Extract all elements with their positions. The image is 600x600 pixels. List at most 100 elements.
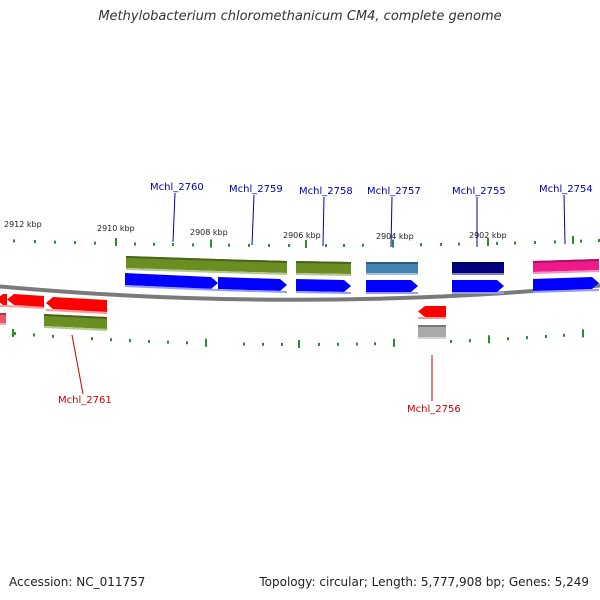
minor-tick	[318, 342, 320, 346]
gene-mchl-2756	[418, 306, 446, 317]
feature-mchl-2761-edge	[44, 314, 107, 319]
minor-tick	[186, 341, 188, 345]
minor-tick	[134, 242, 136, 246]
gene-label: Mchl_2754	[539, 184, 593, 195]
minor-tick	[281, 342, 283, 346]
minor-tick	[248, 243, 250, 247]
minor-tick	[337, 342, 339, 346]
gene-label: Mchl_2760	[150, 182, 204, 193]
gene-mchl-2761	[46, 297, 107, 312]
gene-label: Mchl_2756	[407, 404, 461, 415]
gene-mchl-2756-shadow	[418, 317, 446, 319]
cds-mchl-2760-shadow	[125, 285, 218, 291]
major-tick	[210, 239, 212, 248]
minor-tick	[325, 243, 327, 247]
major-tick	[392, 239, 394, 248]
minor-tick	[33, 333, 35, 337]
gene-reverse-a-shadow	[7, 305, 44, 309]
feature-mchl-2757-edge	[366, 262, 418, 264]
minor-tick	[526, 336, 528, 340]
cds-mchl-2755	[452, 280, 504, 292]
leader-line	[71, 334, 84, 395]
tick-label: 2910 kbp	[97, 224, 135, 233]
minor-tick	[110, 338, 112, 342]
genome-stats-text: Topology: circular; Length: 5,777,908 bp…	[259, 575, 589, 589]
gene-label: Mchl_2758	[299, 186, 353, 197]
gene-labels: Mchl_2760 Mchl_2759 Mchl_2758 Mchl_2757 Mchl…	[58, 182, 593, 415]
minor-tick	[54, 240, 56, 244]
minor-tick	[507, 337, 509, 341]
minor-tick	[496, 241, 498, 245]
cds-mchl-2755-shadow	[452, 292, 504, 294]
minor-tick	[13, 239, 15, 243]
minor-tick	[563, 333, 565, 337]
minor-tick	[148, 339, 150, 343]
minor-tick	[580, 239, 582, 243]
feature-mchl-2756-shadow	[418, 337, 446, 339]
minor-tick	[554, 240, 556, 244]
major-tick	[205, 338, 207, 347]
minor-tick	[91, 337, 93, 341]
feature-mchl-2760-shadow	[126, 268, 218, 273]
leader-line	[563, 194, 566, 245]
minor-tick	[228, 243, 230, 247]
tick-marks	[12, 235, 600, 348]
minor-tick	[598, 239, 600, 243]
gene-mchl-2761-shadow	[46, 309, 107, 314]
cds-mchl-2754	[533, 277, 599, 291]
minor-tick	[167, 340, 169, 344]
gene-label: Mchl_2761	[58, 395, 112, 406]
minor-tick	[153, 242, 155, 246]
minor-tick	[288, 243, 290, 247]
map-title: Methylobacterium chloromethanicum CM4, c…	[98, 9, 502, 24]
feature-mchl-2757	[366, 262, 418, 273]
major-tick	[488, 335, 490, 344]
gene-label: Mchl_2759	[229, 184, 283, 195]
minor-tick	[545, 334, 547, 338]
minor-tick	[129, 339, 131, 343]
minor-tick	[362, 243, 364, 247]
minor-tick	[458, 242, 460, 246]
feature-mchl-2759-edge	[218, 259, 287, 263]
major-tick	[582, 329, 584, 338]
leader-line	[322, 196, 325, 247]
genome-backbone	[0, 283, 600, 302]
gene-reverse-edge	[0, 294, 7, 305]
major-tick	[487, 238, 489, 247]
feature-mchl-2760-edge	[126, 256, 218, 261]
minor-tick	[469, 339, 471, 343]
minor-tick	[356, 342, 358, 346]
major-tick	[393, 338, 395, 347]
gene-label: Mchl_2757	[367, 186, 421, 197]
feature-mchl-2756-edge	[418, 325, 446, 327]
feature-mchl-2757-shadow	[366, 273, 418, 275]
gene-reverse-a	[7, 294, 44, 307]
minor-tick	[192, 243, 194, 247]
minor-tick	[172, 243, 174, 247]
major-tick	[12, 328, 14, 337]
feature-mchl-2761-shadow	[44, 326, 107, 331]
major-tick	[305, 239, 307, 248]
feature-mchl-2756	[418, 325, 446, 337]
accession-text: Accession: NC_011757	[9, 575, 146, 589]
feature-reverse-edge	[0, 313, 6, 323]
gene-label: Mchl_2755	[452, 186, 506, 197]
leader-line	[390, 196, 393, 248]
major-tick	[572, 235, 574, 244]
minor-tick	[534, 240, 536, 244]
minor-tick	[14, 332, 16, 336]
minor-tick	[374, 342, 376, 346]
minor-tick	[243, 342, 245, 346]
feature-mchl-2755	[452, 262, 504, 273]
cds-mchl-2758-shadow	[296, 291, 351, 294]
feature-mchl-2755-edge	[452, 262, 504, 264]
tick-label: 2912 kbp	[4, 220, 42, 229]
tick-label: 2908 kbp	[190, 228, 228, 237]
major-tick	[298, 339, 300, 348]
major-tick	[115, 238, 117, 247]
gene-reverse-edge-shadow	[0, 305, 7, 307]
feature-mchl-2758	[296, 261, 351, 274]
feature-mchl-2755-shadow	[452, 273, 504, 275]
minor-tick	[34, 240, 36, 244]
